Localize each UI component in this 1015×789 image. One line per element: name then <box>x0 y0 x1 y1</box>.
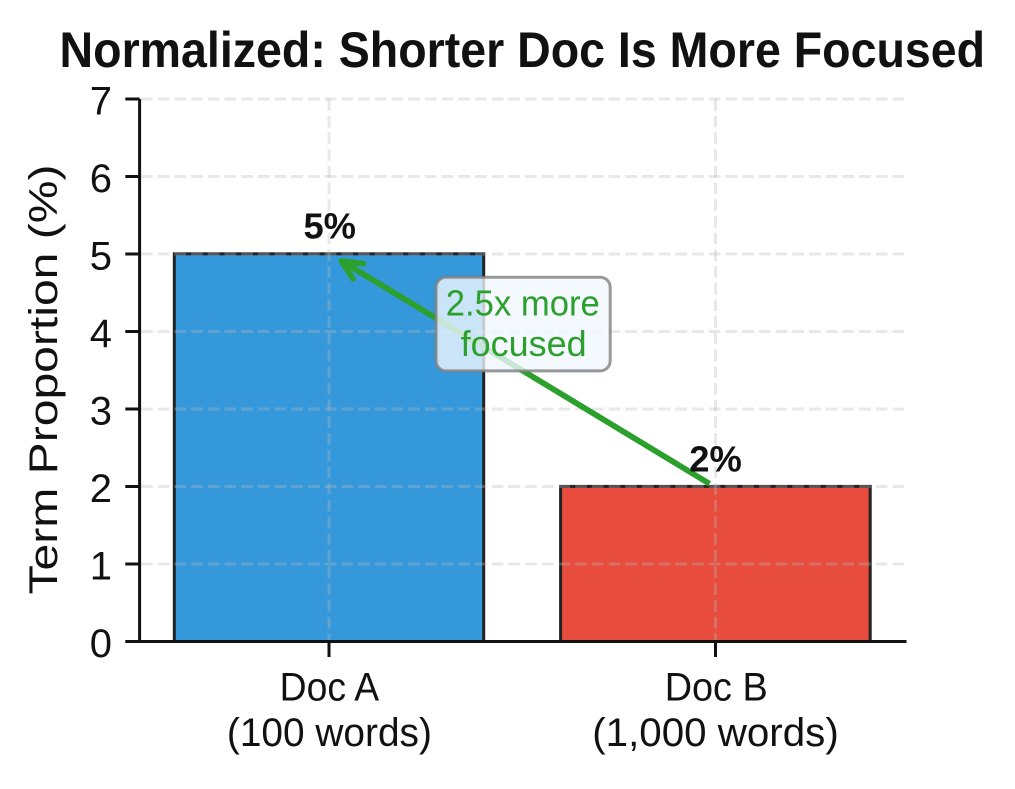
svg-text:2%: 2% <box>689 439 742 480</box>
svg-text:Doc B: Doc B <box>665 666 768 710</box>
svg-text:3: 3 <box>90 389 112 433</box>
svg-text:Doc A: Doc A <box>280 666 380 710</box>
svg-text:2.5x more: 2.5x more <box>446 282 600 323</box>
svg-text:Term Proportion (%): Term Proportion (%) <box>22 164 66 594</box>
svg-text:(100 words): (100 words) <box>227 711 432 755</box>
svg-text:Normalized: Shorter Doc Is Mor: Normalized: Shorter Doc Is More Focused <box>60 21 986 78</box>
svg-text:(1,000 words): (1,000 words) <box>592 711 839 755</box>
svg-text:1: 1 <box>90 544 112 588</box>
svg-text:7: 7 <box>90 79 112 123</box>
svg-text:2: 2 <box>90 467 112 511</box>
svg-text:focused: focused <box>461 323 587 364</box>
svg-text:5%: 5% <box>303 206 356 247</box>
svg-text:6: 6 <box>90 157 112 201</box>
svg-text:0: 0 <box>90 622 112 666</box>
svg-text:4: 4 <box>90 312 112 356</box>
svg-text:5: 5 <box>90 234 112 278</box>
